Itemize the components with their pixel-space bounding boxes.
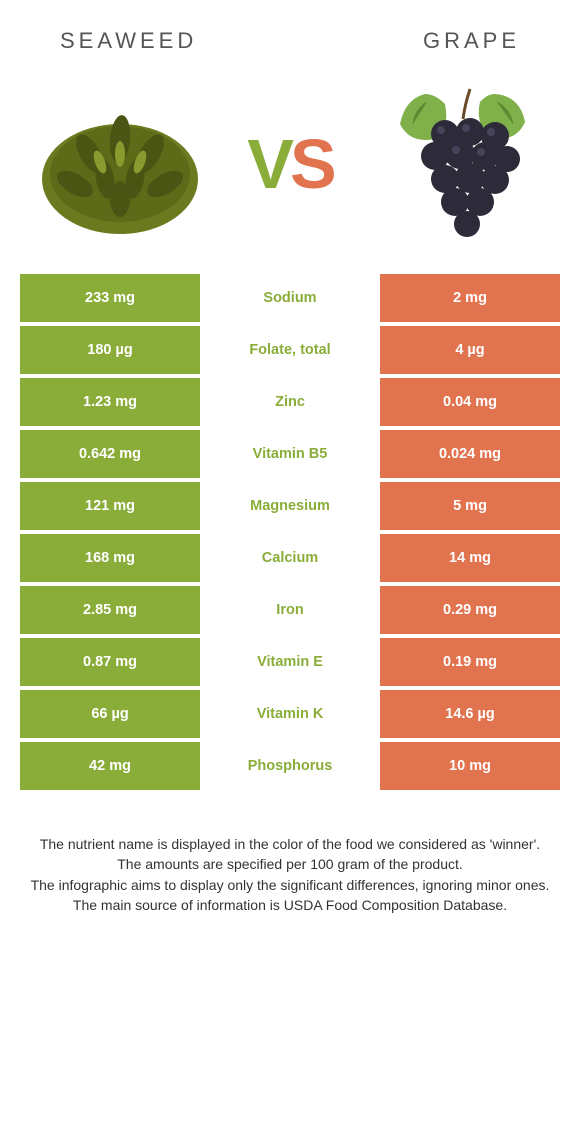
table-row: 1.23 mgZinc0.04 mg <box>20 378 560 426</box>
right-value: 5 mg <box>380 482 560 530</box>
vs-label: VS <box>247 124 332 204</box>
grape-image <box>370 74 550 254</box>
left-value: 233 mg <box>20 274 200 322</box>
left-value: 121 mg <box>20 482 200 530</box>
table-row: 0.642 mgVitamin B50.024 mg <box>20 430 560 478</box>
footer-line: The infographic aims to display only the… <box>30 875 550 895</box>
nutrient-label: Vitamin K <box>200 690 380 738</box>
seaweed-image <box>30 74 210 254</box>
right-value: 0.19 mg <box>380 638 560 686</box>
nutrient-label: Sodium <box>200 274 380 322</box>
left-value: 168 mg <box>20 534 200 582</box>
image-row: VS <box>0 64 580 274</box>
footer-line: The main source of information is USDA F… <box>30 895 550 915</box>
left-value: 1.23 mg <box>20 378 200 426</box>
footer-line: The amounts are specified per 100 gram o… <box>30 854 550 874</box>
footer-notes: The nutrient name is displayed in the co… <box>0 794 580 915</box>
left-value: 180 µg <box>20 326 200 374</box>
nutrient-label: Magnesium <box>200 482 380 530</box>
vs-v: V <box>247 125 290 203</box>
nutrient-label: Vitamin E <box>200 638 380 686</box>
left-value: 0.87 mg <box>20 638 200 686</box>
table-row: 168 mgCalcium14 mg <box>20 534 560 582</box>
table-row: 2.85 mgIron0.29 mg <box>20 586 560 634</box>
right-value: 14 mg <box>380 534 560 582</box>
right-value: 10 mg <box>380 742 560 790</box>
left-value: 42 mg <box>20 742 200 790</box>
nutrient-label: Vitamin B5 <box>200 430 380 478</box>
header: SEAWEED GRAPE <box>0 0 580 64</box>
nutrient-label: Calcium <box>200 534 380 582</box>
table-row: 121 mgMagnesium5 mg <box>20 482 560 530</box>
right-value: 0.29 mg <box>380 586 560 634</box>
nutrient-label: Folate, total <box>200 326 380 374</box>
right-value: 14.6 µg <box>380 690 560 738</box>
left-food-title: SEAWEED <box>60 28 197 54</box>
right-value: 0.04 mg <box>380 378 560 426</box>
right-food-title: GRAPE <box>423 28 520 54</box>
table-row: 233 mgSodium2 mg <box>20 274 560 322</box>
comparison-table: 233 mgSodium2 mg180 µgFolate, total4 µg1… <box>0 274 580 790</box>
right-value: 2 mg <box>380 274 560 322</box>
table-row: 42 mgPhosphorus10 mg <box>20 742 560 790</box>
nutrient-label: Iron <box>200 586 380 634</box>
table-row: 0.87 mgVitamin E0.19 mg <box>20 638 560 686</box>
vs-s: S <box>290 125 333 203</box>
left-value: 66 µg <box>20 690 200 738</box>
right-value: 0.024 mg <box>380 430 560 478</box>
table-row: 66 µgVitamin K14.6 µg <box>20 690 560 738</box>
left-value: 0.642 mg <box>20 430 200 478</box>
nutrient-label: Zinc <box>200 378 380 426</box>
table-row: 180 µgFolate, total4 µg <box>20 326 560 374</box>
footer-line: The nutrient name is displayed in the co… <box>30 834 550 854</box>
nutrient-label: Phosphorus <box>200 742 380 790</box>
right-value: 4 µg <box>380 326 560 374</box>
left-value: 2.85 mg <box>20 586 200 634</box>
